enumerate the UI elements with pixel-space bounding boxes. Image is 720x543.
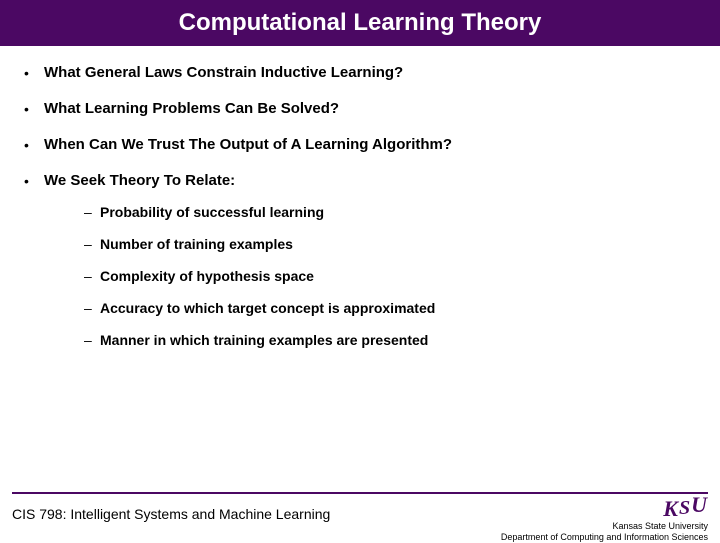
bullet-item: • When Can We Trust The Output of A Lear… (24, 136, 696, 154)
sub-bullet-item: – Probability of successful learning (84, 204, 696, 220)
footer-right-block: KSU Kansas State University Department o… (501, 498, 708, 543)
sub-bullet-marker: – (84, 300, 100, 316)
bullet-marker: • (24, 136, 44, 154)
sub-bullet-marker: – (84, 204, 100, 220)
slide-body: • What General Laws Constrain Inductive … (0, 46, 720, 348)
sub-bullet-text: Accuracy to which target concept is appr… (100, 300, 435, 316)
course-label: CIS 798: Intelligent Systems and Machine… (12, 506, 330, 522)
bullet-item: • What Learning Problems Can Be Solved? (24, 100, 696, 118)
sub-bullet-text: Complexity of hypothesis space (100, 268, 314, 284)
bullet-marker: • (24, 64, 44, 82)
sub-bullet-marker: – (84, 236, 100, 252)
sub-bullet-text: Number of training examples (100, 236, 293, 252)
bullet-marker: • (24, 172, 44, 190)
bullet-marker: • (24, 100, 44, 118)
department-name: Department of Computing and Information … (501, 532, 708, 543)
sub-bullet-marker: – (84, 268, 100, 284)
bullet-item: • We Seek Theory To Relate: (24, 172, 696, 190)
sub-bullet-marker: – (84, 332, 100, 348)
sub-bullet-item: – Manner in which training examples are … (84, 332, 696, 348)
bullet-text: We Seek Theory To Relate: (44, 172, 235, 190)
sub-bullet-text: Manner in which training examples are pr… (100, 332, 428, 348)
sub-bullet-text: Probability of successful learning (100, 204, 324, 220)
slide-title: Computational Learning Theory (179, 9, 542, 37)
sub-bullet-item: – Complexity of hypothesis space (84, 268, 696, 284)
sub-bullet-item: – Number of training examples (84, 236, 696, 252)
bullet-text: What Learning Problems Can Be Solved? (44, 100, 339, 118)
sub-bullet-item: – Accuracy to which target concept is ap… (84, 300, 696, 316)
ksu-logo-icon: KSU (663, 496, 708, 518)
title-band: Computational Learning Theory (0, 0, 720, 46)
slide-footer: CIS 798: Intelligent Systems and Machine… (0, 492, 720, 540)
bullet-text: When Can We Trust The Output of A Learni… (44, 136, 452, 154)
footer-divider (12, 492, 708, 494)
sub-bullet-list: – Probability of successful learning – N… (24, 200, 696, 348)
bullet-text: What General Laws Constrain Inductive Le… (44, 64, 403, 82)
bullet-item: • What General Laws Constrain Inductive … (24, 64, 696, 82)
university-name: Kansas State University (501, 521, 708, 532)
